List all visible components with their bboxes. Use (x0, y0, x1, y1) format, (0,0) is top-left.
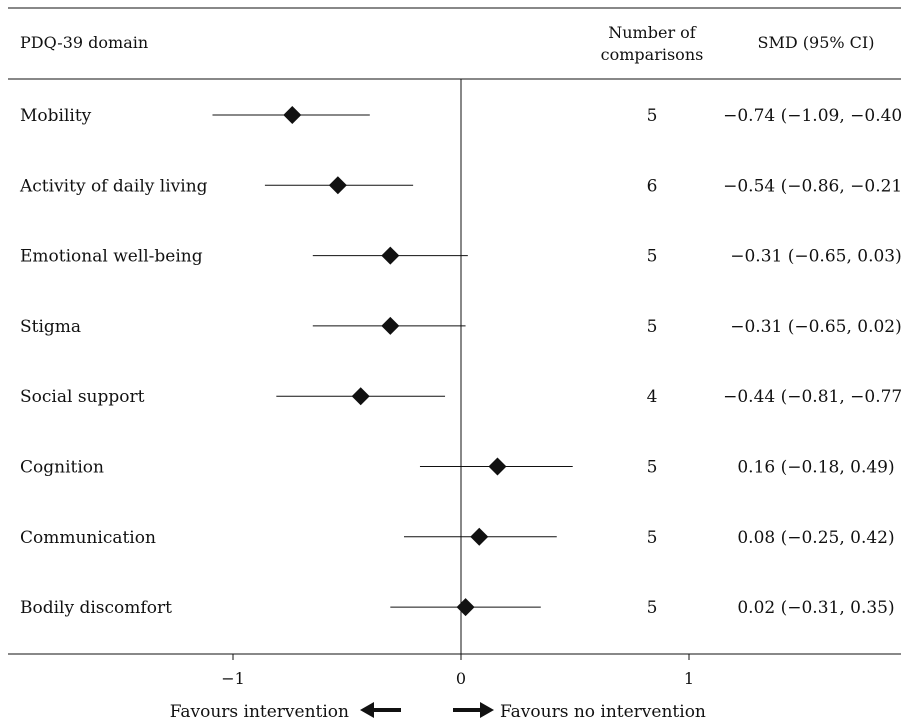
row-label: Activity of daily living (19, 176, 208, 196)
smd-ci-value: 0.08 (−0.25, 0.42) (737, 528, 894, 548)
smd-ci-value: −0.31 (−0.65, 0.02) (730, 317, 901, 337)
comparisons-header-line1: Number of (608, 23, 697, 42)
smd-ci-value: 0.16 (−0.18, 0.49) (737, 458, 894, 478)
arrow-left-icon (360, 702, 401, 718)
comparisons-count: 5 (647, 598, 658, 618)
arrow-right-icon (453, 702, 494, 718)
x-tick-label: −1 (221, 669, 245, 688)
forest-rows: Mobility 5 −0.74 (−1.09, −0.40) Activity of… (19, 106, 901, 618)
row-label: Social support (20, 387, 145, 407)
row-label: Mobility (20, 106, 92, 126)
smd-column-header: SMD (95% CI) (758, 33, 875, 52)
estimate-marker (470, 527, 489, 546)
estimate-marker (351, 387, 370, 406)
comparisons-count: 5 (647, 458, 658, 478)
row-label: Cognition (20, 458, 104, 478)
estimate-marker (488, 457, 507, 476)
smd-ci-value: −0.31 (−0.65, 0.03) (730, 247, 901, 267)
row-label: Emotional well-being (20, 247, 203, 267)
row-label: Stigma (20, 317, 81, 337)
favours-no-intervention-label: Favours no intervention (500, 702, 706, 722)
comparisons-count: 6 (647, 176, 658, 196)
estimate-marker (328, 176, 347, 195)
estimate-marker (381, 316, 400, 335)
comparisons-count: 4 (647, 387, 658, 407)
comparisons-count: 5 (647, 106, 658, 126)
x-axis-ticks: −1 0 1 (221, 654, 694, 688)
x-tick-label: 1 (684, 669, 694, 688)
estimate-marker (381, 246, 400, 265)
comparisons-count: 5 (647, 247, 658, 267)
x-tick-label: 0 (456, 669, 466, 688)
smd-ci-value: −0.74 (−1.09, −0.40) (723, 106, 901, 126)
estimate-marker (283, 106, 302, 124)
estimate-marker (456, 598, 475, 617)
comparisons-count: 5 (647, 528, 658, 548)
comparisons-count: 5 (647, 317, 658, 337)
smd-ci-value: −0.44 (−0.81, −0.77) (723, 387, 901, 407)
row-label: Communication (20, 528, 156, 548)
smd-ci-value: 0.02 (−0.31, 0.35) (737, 598, 894, 618)
favours-intervention-label: Favours intervention (170, 702, 349, 722)
smd-ci-value: −0.54 (−0.86, −0.21) (723, 176, 901, 196)
comparisons-header-line2: comparisons (601, 45, 704, 64)
row-label: Bodily discomfort (20, 598, 172, 618)
domain-column-header: PDQ-39 domain (20, 33, 148, 52)
